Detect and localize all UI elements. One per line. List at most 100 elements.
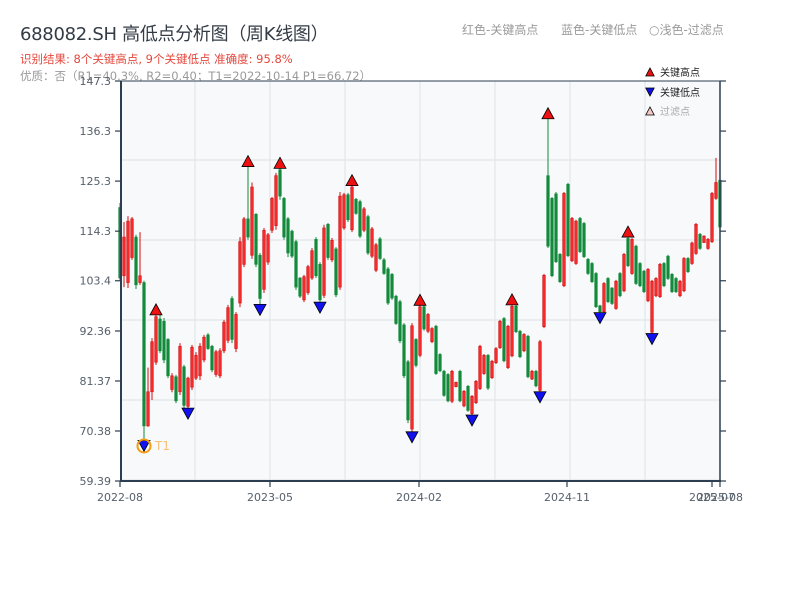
candle-down [598, 304, 602, 313]
candle-up [426, 313, 430, 334]
candle-down [402, 323, 406, 379]
candles [118, 118, 722, 441]
candle-down [366, 214, 370, 255]
candle-down [182, 364, 186, 409]
candle-up [198, 343, 202, 380]
candle-down [422, 304, 426, 331]
candle-body [166, 339, 170, 377]
candle-body [458, 370, 462, 402]
candle-down [290, 229, 294, 258]
candle-up [190, 344, 194, 390]
candle-down [674, 277, 678, 294]
candle-body [446, 374, 450, 402]
candle-down [578, 217, 582, 253]
candle-body [362, 208, 366, 231]
candle-down [446, 373, 450, 403]
candle-body [134, 236, 138, 286]
candle-down [390, 273, 394, 300]
candle-body [522, 334, 526, 352]
key-low-marker-icon [313, 301, 327, 314]
candle-body [594, 273, 598, 307]
top-legend-filtered: ○浅色-过滤点 [649, 23, 724, 37]
candle-up [478, 344, 482, 390]
candle-down [278, 168, 282, 200]
candle-up [430, 327, 434, 344]
candle-down [670, 273, 674, 294]
candle-up [126, 216, 130, 289]
candle-body [246, 218, 250, 238]
candle-up [146, 367, 150, 427]
candle-down [346, 192, 350, 223]
candle-body [550, 198, 554, 277]
candle-up [490, 359, 494, 380]
candle-down [378, 237, 382, 260]
candle-body [510, 305, 514, 357]
candle-body [658, 264, 662, 297]
candle-body [698, 234, 702, 249]
candle-down [438, 353, 442, 373]
candle-body [170, 375, 174, 390]
candle-body [502, 318, 506, 362]
candle-body [326, 224, 330, 258]
x-tick-label: 2024-11 [544, 491, 590, 504]
candle-up [186, 376, 190, 409]
candle-down [526, 334, 530, 379]
key-low-marker-icon [533, 391, 547, 404]
candle-up [226, 304, 230, 344]
candle-up [302, 274, 306, 303]
candle-up [650, 279, 654, 334]
candle-body [586, 259, 590, 274]
candle-down [294, 239, 298, 290]
candle-up [498, 319, 502, 350]
candle-up [122, 222, 126, 288]
key-low-marker-icon [181, 407, 195, 420]
candle-body [638, 263, 642, 287]
candle-body [494, 348, 498, 363]
candle-body [334, 248, 338, 296]
candle-up [538, 339, 542, 392]
candle-down [406, 359, 410, 424]
candle-down [666, 254, 670, 280]
candle-up [694, 222, 698, 255]
candle-body [402, 324, 406, 377]
candle-body [662, 263, 666, 287]
candle-body [270, 198, 274, 231]
candle-body [450, 370, 454, 402]
candle-body [350, 186, 354, 231]
candle-body [198, 345, 202, 377]
t1-label: T1 [154, 439, 170, 453]
quality-info: 优质：否（R1=40.3%, R2=0.40；T1=2022-10-14 P1=… [20, 69, 372, 83]
candle-up [330, 237, 334, 263]
candle-down [594, 272, 598, 309]
candle-body [506, 325, 510, 368]
candle-body [462, 391, 466, 407]
candle-body [530, 370, 534, 380]
candle-body [482, 355, 486, 374]
candle-body [162, 320, 166, 361]
candle-body [410, 325, 414, 430]
candle-body [158, 318, 162, 352]
candle-down [634, 244, 638, 285]
x-tick-label: 2025-08 [697, 491, 743, 504]
candle-up [138, 232, 142, 285]
candle-body [498, 320, 502, 348]
candle-body [274, 175, 278, 226]
candle-body [322, 227, 326, 296]
candle-body [598, 305, 602, 312]
candle-body [670, 274, 674, 292]
candle-down [298, 277, 302, 299]
candle-body [174, 376, 178, 402]
candle-body [298, 277, 302, 297]
candle-body [414, 339, 418, 366]
top-legend-high: 红色-关键高点 [462, 23, 539, 37]
candle-down [554, 192, 558, 264]
candle-body [394, 295, 398, 324]
candle-body [266, 234, 270, 263]
candle-down [166, 338, 170, 379]
candle-body [470, 396, 474, 414]
legend-triangle-down-icon [645, 87, 655, 97]
candle-body [230, 298, 234, 340]
candle-body [514, 305, 518, 333]
candle-up [130, 217, 134, 260]
